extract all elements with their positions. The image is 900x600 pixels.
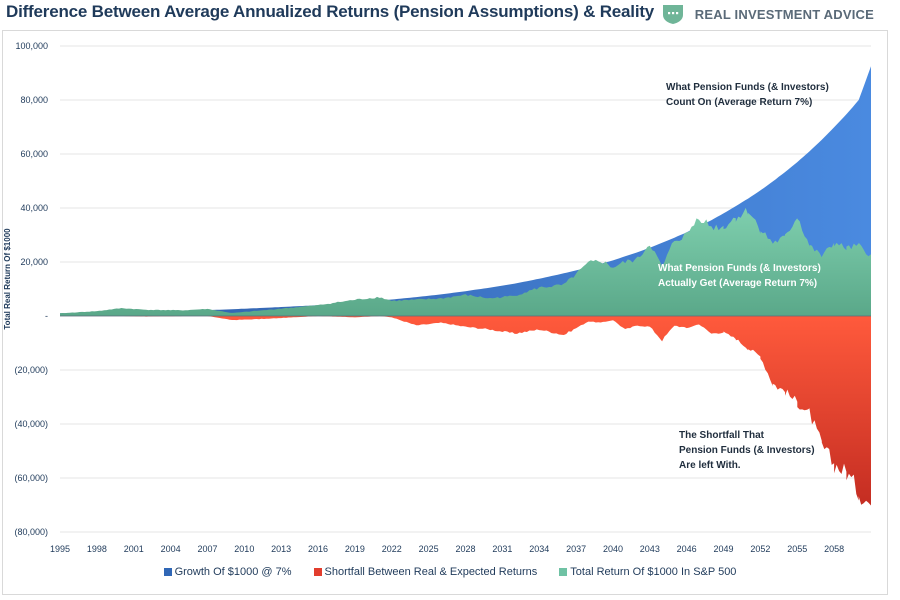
x-tick-label: 2040 — [603, 544, 623, 554]
x-tick-label: 2034 — [529, 544, 549, 554]
y-tick-label: 80,000 — [20, 95, 48, 105]
x-tick-label: 2016 — [308, 544, 328, 554]
shortfall-annotation: The Shortfall That Pension Funds (& Inve… — [679, 428, 815, 473]
y-tick-label: (60,000) — [14, 473, 48, 483]
brand-logo-icon — [662, 5, 683, 24]
x-tick-label: 2004 — [161, 544, 181, 554]
y-tick-label: - — [45, 311, 48, 321]
y-tick-label: 40,000 — [20, 203, 48, 213]
x-tick-label: 2028 — [455, 544, 475, 554]
shortfall-annotation-line-1: The Shortfall That — [679, 430, 764, 441]
shortfall-annotation-line-3: Are left With. — [679, 460, 741, 471]
x-tick-label: 2055 — [787, 544, 807, 554]
legend-swatch-shortfall — [313, 568, 322, 576]
y-tick-label: 20,000 — [20, 257, 48, 267]
y-tick-label: (20,000) — [14, 365, 48, 375]
legend-label-shortfall: Shortfall Between Real & Expected Return… — [324, 566, 538, 578]
x-tick-label: 2046 — [677, 544, 697, 554]
growth-annotation: What Pension Funds (& Investors) Count O… — [666, 80, 829, 110]
x-tick-label: 2013 — [271, 544, 291, 554]
legend-label-sp500: Total Return Of $1000 In S&P 500 — [570, 566, 737, 578]
y-tick-label: 60,000 — [20, 149, 48, 159]
x-tick-label: 2031 — [492, 544, 512, 554]
brand-name: REAL INVESTMENT ADVICE — [694, 6, 874, 22]
x-tick-label: 2043 — [640, 544, 660, 554]
growth-annotation-line-1: What Pension Funds (& Investors) — [666, 82, 829, 93]
x-tick-label: 2022 — [382, 544, 402, 554]
x-tick-label: 2058 — [824, 544, 844, 554]
legend-item-shortfall: Shortfall Between Real & Expected Return… — [313, 566, 538, 578]
sp500-annotation-line-2: Actually Get (Average Return 7%) — [658, 278, 818, 289]
legend-item-growth: Growth Of $1000 @ 7% — [163, 566, 292, 578]
x-tick-label: 2001 — [124, 544, 144, 554]
growth-annotation-line-2: Count On (Average Return 7%) — [666, 97, 813, 108]
legend: Growth Of $1000 @ 7% Shortfall Between R… — [0, 566, 900, 578]
x-tick-label: 2010 — [234, 544, 254, 554]
legend-swatch-sp500 — [559, 568, 568, 576]
x-tick-label: 2052 — [750, 544, 770, 554]
legend-swatch-growth — [163, 568, 172, 576]
x-tick-label: 2049 — [714, 544, 734, 554]
x-tick-label: 2019 — [345, 544, 365, 554]
series-shortfall-area — [60, 316, 871, 506]
area-layer — [60, 66, 871, 506]
x-tick-label: 2037 — [566, 544, 586, 554]
chart-title: Difference Between Average Annualized Re… — [6, 2, 655, 21]
x-tick-label: 1998 — [87, 544, 107, 554]
sp500-annotation-line-1: What Pension Funds (& Investors) — [658, 263, 821, 274]
chart-border — [2, 30, 888, 595]
legend-label-growth: Growth Of $1000 @ 7% — [174, 566, 292, 578]
y-tick-label: (40,000) — [14, 419, 48, 429]
x-tick-label: 2007 — [197, 544, 217, 554]
sp500-annotation: What Pension Funds (& Investors) Actuall… — [658, 261, 821, 291]
legend-item-sp500: Total Return Of $1000 In S&P 500 — [559, 566, 736, 578]
brand: REAL INVESTMENT ADVICE — [661, 3, 874, 25]
shortfall-annotation-line-2: Pension Funds (& Investors) — [679, 445, 815, 456]
x-tick-label: 1995 — [50, 544, 70, 554]
y-tick-label: (80,000) — [14, 527, 48, 537]
y-axis-label: Total Real Return Of $1000 — [3, 228, 12, 330]
x-tick-label: 2025 — [419, 544, 439, 554]
y-tick-label: 100,000 — [15, 41, 48, 51]
tick-labels: 100,000 80,000 60,000 40,000 20,000 - (20,000)… — [14, 41, 844, 554]
series-sp500-area — [60, 207, 871, 316]
